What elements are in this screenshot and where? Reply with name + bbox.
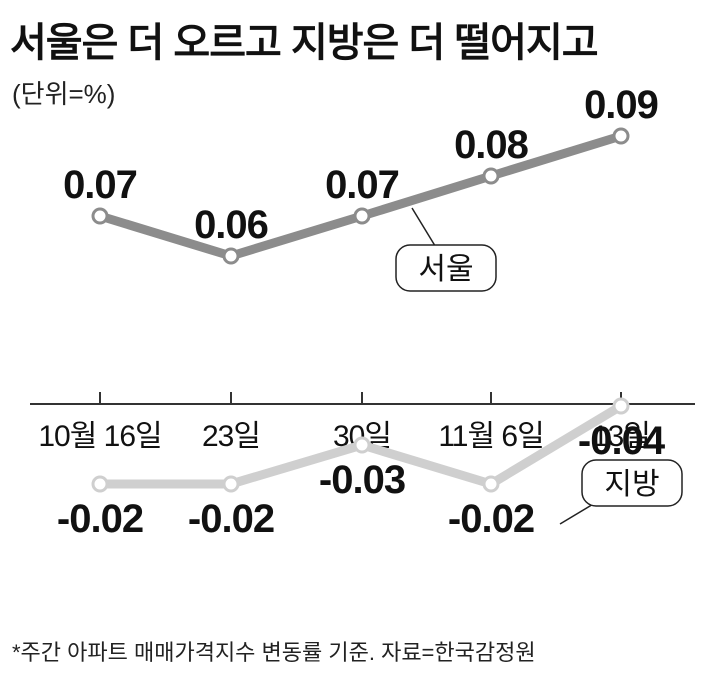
local-callout-box (581, 459, 683, 507)
series-points (91, 127, 630, 493)
data-label: -0.04 (578, 419, 666, 463)
seoul-callout-box (395, 244, 497, 292)
data-label: 0.06 (194, 203, 268, 247)
data-label: 0.09 (584, 83, 658, 127)
data-label: 0.07 (325, 163, 399, 207)
chart-title: 서울은 더 오르고 지방은 더 떨어지고 (10, 21, 598, 65)
x-tick-label: 23일 (202, 420, 260, 453)
data-label: -0.02 (57, 497, 143, 541)
x-axis-ticks (99, 392, 622, 404)
data-label: -0.02 (188, 497, 274, 541)
data-point (222, 475, 240, 493)
seoul-series-label: 서울 (418, 253, 473, 286)
data-point (612, 397, 630, 415)
data-point (353, 436, 371, 454)
x-tick-label: 10월 16일 (38, 420, 161, 453)
data-point (91, 207, 109, 225)
data-point (222, 247, 240, 265)
data-point (482, 167, 500, 185)
source-note: *주간 아파트 매매가격지수 변동률 기준. 자료=한국감정원 (12, 640, 536, 665)
data-point (612, 127, 630, 145)
data-labels: 0.07 0.06 0.07 0.08 0.09 -0.02 -0.02 -0.03 -0.02… (57, 83, 667, 541)
data-label: 0.07 (63, 163, 137, 207)
seoul-callout: 서울 (395, 207, 497, 292)
local-callout: 지방 (559, 459, 683, 525)
unit-label: (단위=%) (12, 79, 115, 109)
data-point (91, 475, 109, 493)
data-point (353, 207, 371, 225)
local-series-label: 지방 (604, 468, 659, 501)
x-tick-label: 13일 (592, 420, 650, 453)
data-label: -0.02 (448, 497, 534, 541)
x-tick-label: 11월 6일 (438, 420, 543, 453)
data-label: 0.08 (454, 123, 529, 167)
data-label: -0.03 (319, 458, 405, 502)
data-point (482, 475, 500, 493)
